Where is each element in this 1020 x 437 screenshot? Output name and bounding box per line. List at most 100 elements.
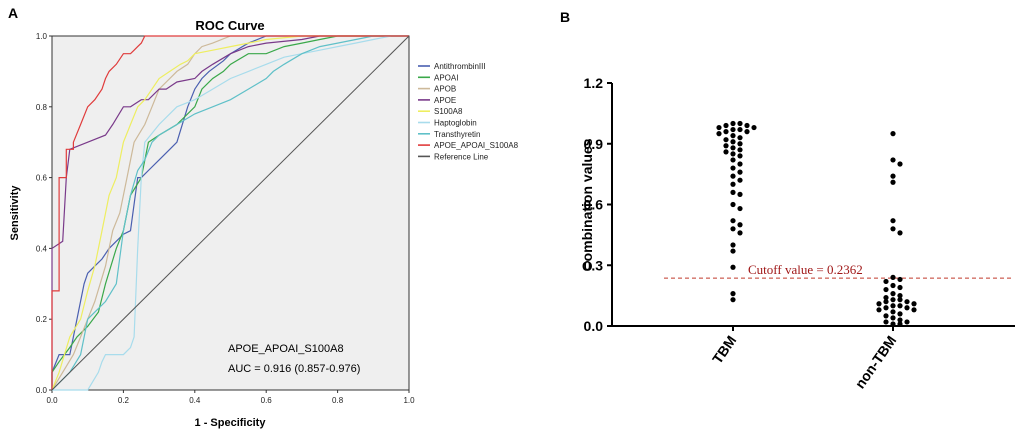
data-point-non-tbm — [883, 313, 889, 319]
data-point-tbm — [737, 177, 743, 183]
data-point-tbm — [730, 264, 736, 270]
data-point-tbm — [744, 122, 750, 129]
roc-chart: ROC Curve 1 - Specificity Sensitivity 0.… — [9, 18, 519, 429]
roc-annotation-model: APOE_APOAI_S100A8 — [228, 343, 344, 355]
data-point-tbm — [737, 120, 743, 127]
roc-x-tick-label: 0.6 — [261, 396, 273, 405]
data-point-non-tbm — [897, 293, 903, 299]
data-point-non-tbm — [897, 311, 903, 317]
roc-y-tick-label: 0.0 — [36, 386, 48, 395]
roc-title: ROC Curve — [195, 18, 264, 33]
data-point-non-tbm — [883, 278, 889, 285]
data-point-non-tbm — [876, 301, 882, 307]
data-point-tbm — [737, 169, 743, 175]
data-point-non-tbm — [897, 297, 903, 303]
data-point-tbm — [716, 124, 722, 131]
data-point-tbm — [737, 191, 743, 197]
data-point-non-tbm — [897, 284, 903, 291]
data-point-tbm — [751, 124, 757, 131]
data-point-non-tbm — [890, 179, 896, 185]
data-point-tbm — [737, 161, 743, 167]
dot-y-tick-label: 0.6 — [584, 197, 604, 213]
legend-label-reference-line: Reference Line — [434, 152, 489, 161]
data-point-non-tbm — [904, 299, 910, 305]
data-point-non-tbm — [883, 295, 889, 301]
data-point-non-tbm — [904, 305, 910, 311]
roc-y-tick-label: 0.2 — [36, 315, 48, 324]
roc-x-tick-label: 0.0 — [46, 396, 58, 405]
roc-x-axis-label: 1 - Specificity — [195, 417, 267, 429]
roc-series-reference-line — [51, 35, 410, 391]
dot-plot-chart: Combination values 0.0 0.3 0.6 0.9 1.2 TBM no… — [579, 75, 1015, 391]
data-point-non-tbm — [890, 315, 896, 321]
legend-label-haptoglobin: Haptoglobin — [434, 119, 477, 128]
data-point-tbm — [730, 297, 736, 303]
data-point-tbm — [723, 129, 729, 135]
legend-label-transthyretin: Transthyretin — [434, 130, 480, 139]
roc-series-transthyretin — [51, 35, 409, 391]
dot-y-tick-label: 0.0 — [584, 318, 604, 334]
data-point-non-tbm — [897, 321, 903, 327]
data-point-non-tbm — [890, 282, 896, 289]
data-point-tbm — [730, 242, 736, 248]
roc-x-tick-label: 0.8 — [332, 396, 344, 405]
legend-label-apoe: APOE — [434, 96, 456, 105]
roc-series-apoe — [51, 35, 409, 390]
roc-y-tick-label: 0.8 — [36, 103, 48, 112]
data-point-non-tbm — [890, 218, 896, 224]
data-point-tbm — [730, 291, 736, 297]
dot-y-tick-label: 1.2 — [584, 75, 604, 91]
legend-label-antithrombiniii: AntithrombinIII — [434, 62, 486, 71]
roc-series-s100a8 — [51, 35, 409, 391]
data-point-tbm — [730, 226, 736, 232]
roc-series-apoe-apoai-s100a8 — [51, 35, 409, 390]
data-point-tbm — [730, 201, 736, 208]
roc-legend: AntithrombinIII APOAI APOB APOE S100A8 Haptog… — [418, 62, 519, 161]
data-point-tbm — [737, 135, 743, 141]
data-point-tbm — [730, 145, 736, 151]
data-point-tbm — [737, 147, 743, 153]
data-point-non-tbm — [876, 307, 882, 313]
data-point-tbm — [737, 126, 743, 133]
data-point-tbm — [730, 151, 736, 157]
data-point-non-tbm — [890, 157, 896, 163]
data-point-non-tbm — [890, 131, 896, 137]
data-point-tbm — [730, 189, 736, 195]
roc-y-tick-label: 1.0 — [36, 32, 48, 41]
data-point-tbm — [730, 218, 736, 224]
data-point-non-tbm — [904, 319, 910, 325]
data-point-non-tbm — [890, 226, 896, 232]
data-point-tbm — [716, 131, 722, 137]
data-point-tbm — [744, 129, 750, 135]
data-point-tbm — [730, 173, 736, 179]
data-point-tbm — [737, 141, 743, 147]
data-point-tbm — [730, 139, 736, 145]
data-point-tbm — [737, 230, 743, 236]
data-point-tbm — [730, 133, 736, 139]
data-point-non-tbm — [911, 301, 917, 307]
roc-series-haptoglobin — [52, 35, 409, 391]
data-point-non-tbm — [911, 307, 917, 313]
data-point-non-tbm — [897, 161, 903, 167]
cutoff-label: Cutoff value = 0.2362 — [748, 262, 863, 277]
data-point-non-tbm — [890, 297, 896, 303]
data-point-tbm — [730, 120, 736, 127]
legend-label-s100a8: S100A8 — [434, 107, 463, 116]
data-point-non-tbm — [897, 230, 903, 236]
data-point-tbm — [723, 149, 729, 155]
roc-x-tick-label: 0.4 — [189, 396, 201, 405]
dot-category-label: non-TBM — [852, 333, 900, 392]
data-point-non-tbm — [890, 309, 896, 315]
data-point-non-tbm — [883, 299, 889, 305]
dot-y-tick-label: 0.3 — [584, 257, 604, 273]
legend-label-apob: APOB — [434, 85, 456, 94]
roc-x-tick-label: 0.2 — [118, 396, 130, 405]
data-point-non-tbm — [890, 291, 896, 297]
data-point-tbm — [723, 122, 729, 129]
data-point-tbm — [737, 222, 743, 228]
dot-y-axis-label: Combination values — [579, 138, 595, 271]
roc-y-tick-label: 0.6 — [36, 174, 48, 183]
dot-y-tick-label: 0.9 — [584, 136, 604, 152]
data-point-non-tbm — [897, 317, 903, 323]
